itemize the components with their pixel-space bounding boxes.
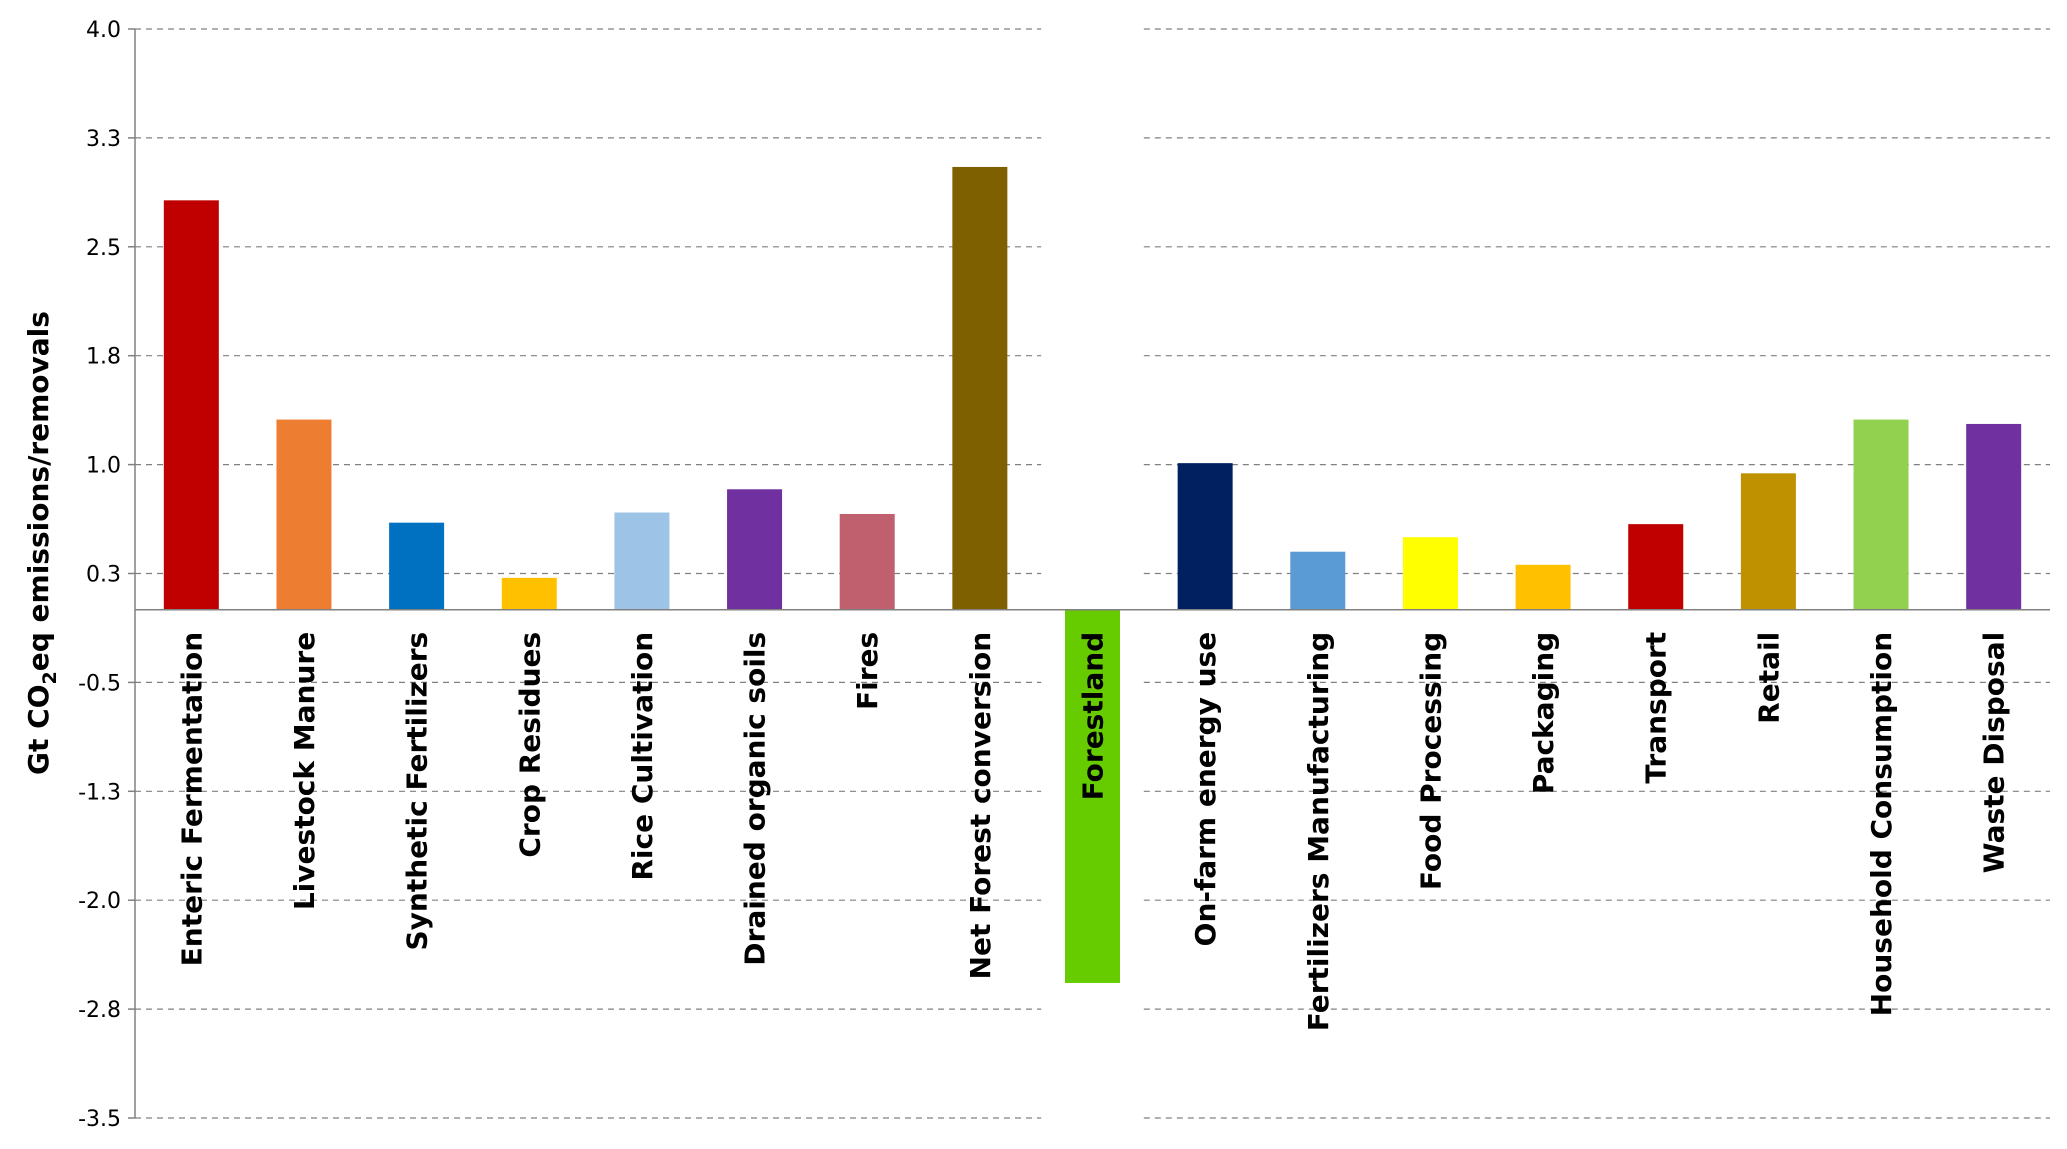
y-tick-label: 0.3 [86, 563, 121, 588]
category-label: Enteric Fermentation [175, 632, 208, 967]
bar-retail [1740, 473, 1796, 610]
bars [163, 166, 2022, 983]
bar-waste-disposal [1966, 423, 2022, 610]
bar-forestland [1065, 609, 1120, 983]
category-label: Rice Cultivation [626, 632, 659, 881]
category-label: Food Processing [1414, 632, 1447, 890]
bar-transport [1628, 524, 1684, 610]
bar-packaging [1515, 564, 1571, 610]
category-label: Drained organic soils [739, 632, 772, 966]
bar-synthetic-fertilizers [389, 522, 445, 610]
y-tick-label: 2.5 [86, 236, 121, 261]
gridlines [135, 28, 2050, 1119]
bar-drained-organic-soils [727, 489, 783, 610]
y-axis-title: Gt CO2eq emissions/removals [22, 311, 61, 775]
axes [134, 29, 2050, 1118]
y-axis-title-suffix: eq emissions/removals [22, 311, 55, 671]
category-label: Transport [1640, 632, 1673, 784]
bar-on-farm-energy-use [1177, 463, 1233, 610]
category-label: Waste Disposal [1978, 632, 2011, 874]
category-label: On-farm energy use [1189, 632, 1222, 947]
category-label: Net Forest conversion [964, 632, 997, 980]
category-label: Fertilizers Manufacturing [1302, 632, 1335, 1031]
y-tick-label: 3.3 [86, 127, 121, 152]
y-tick-label: -1.3 [78, 780, 121, 805]
category-label: Retail [1752, 632, 1785, 724]
category-label: Livestock Manure [288, 632, 321, 910]
bar-rice-cultivation [614, 512, 670, 610]
category-label: Packaging [1527, 632, 1560, 794]
y-axis-title-subscript: 2 [39, 671, 61, 684]
category-label: Crop Residues [513, 632, 546, 858]
bar-net-forest-conversion [952, 166, 1008, 610]
category-labels: Enteric Fermentation Livestock Manure Synt… [175, 632, 2010, 1031]
category-label: Household Consumption [1865, 632, 1898, 1017]
category-label: Fires [851, 632, 884, 710]
y-tick-label: -2.8 [78, 998, 121, 1023]
bar-food-processing [1402, 537, 1458, 610]
bar-household-consumption [1853, 419, 1909, 610]
bar-enteric-fermentation [163, 200, 219, 610]
bar-crop-residues [501, 577, 557, 610]
y-tick-label: -0.5 [78, 671, 121, 696]
category-label: Synthetic Fertilizers [401, 632, 434, 951]
bar-livestock-manure [276, 419, 332, 610]
y-tick-label: 1.8 [86, 345, 121, 370]
y-axis-title-prefix: Gt CO [22, 684, 55, 774]
bar-fertilizers-manufacturing [1290, 551, 1346, 610]
y-tick-label: -3.5 [78, 1107, 121, 1132]
y-axis-ticks: 4.0 3.3 2.5 1.8 1.0 0.3 -0.5 -1.3 -2.0 -2.8 -3.5 [78, 18, 135, 1132]
y-tick-label: 4.0 [86, 18, 121, 43]
bar-fires [839, 513, 895, 610]
y-tick-label: 1.0 [86, 454, 121, 479]
category-label: Forestland [1077, 632, 1110, 801]
y-tick-label: -2.0 [78, 889, 121, 914]
